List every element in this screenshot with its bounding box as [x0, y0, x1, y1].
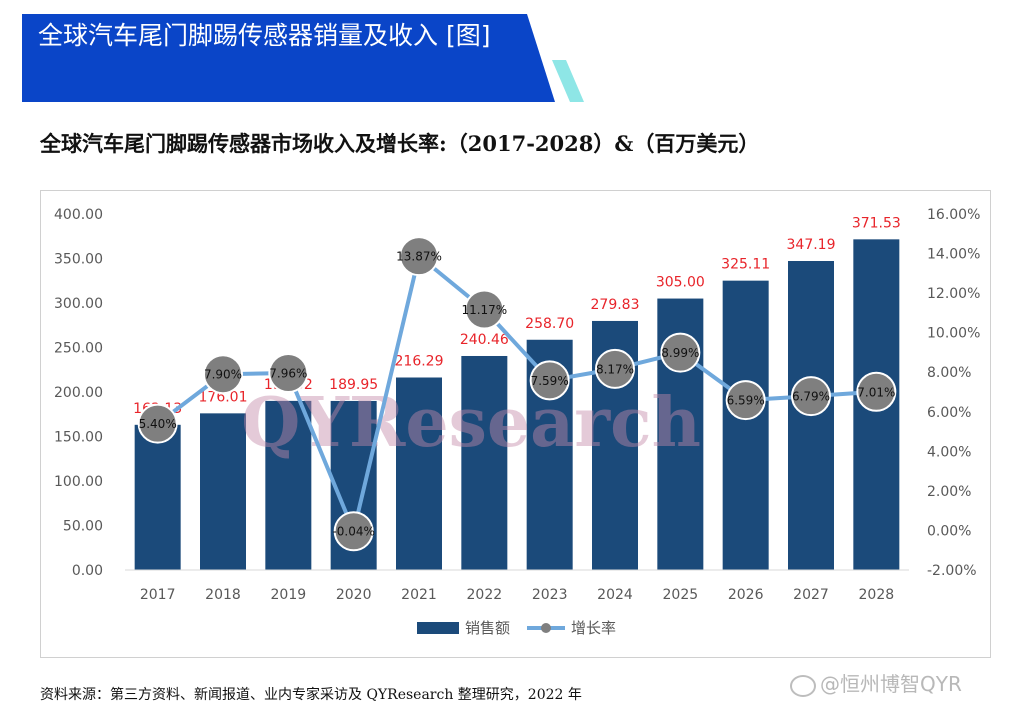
x-tick-label: 2021: [401, 587, 437, 603]
bar-2022: [461, 355, 508, 570]
growth-marker: [725, 380, 766, 421]
growth-marker: [529, 360, 570, 401]
header-banner: [22, 14, 584, 102]
growth-marker: [333, 511, 374, 552]
corner-watermark: @恒州博智QYR: [790, 668, 962, 697]
bar-value-label: 305.00: [656, 275, 705, 291]
x-tick-label: 2019: [271, 587, 307, 603]
y-left-tick-label: 350.00: [54, 252, 103, 268]
x-tick-label: 2023: [532, 587, 568, 603]
y-left-tick-label: 400.00: [54, 207, 103, 223]
y-right-tick-label: 8.00%: [927, 365, 971, 381]
legend-bar-label: 销售额: [465, 619, 510, 637]
chart-title: 全球汽车尾门脚踢传感器市场收入及增长率:（2017-2028）&（百万美元）: [40, 131, 760, 156]
y-right-tick-label: 14.00%: [927, 247, 980, 263]
growth-value-label: 7.90%: [204, 368, 242, 382]
growth-marker: [399, 236, 439, 277]
bar-2021: [396, 377, 442, 570]
bar-2017: [134, 424, 181, 570]
corner-watermark-text: @恒州博智QYR: [820, 672, 962, 696]
x-tick-label: 2022: [467, 587, 503, 603]
chart-watermark: QYResearch: [241, 383, 701, 463]
bar-value-label: 240.46: [460, 332, 509, 348]
y-right-tick-label: 12.00%: [927, 286, 980, 302]
wechat-icon: [790, 674, 816, 697]
x-tick-label: 2020: [336, 587, 372, 603]
y-left-tick-label: 300.00: [54, 296, 103, 312]
y-left-tick-label: 200.00: [54, 385, 103, 401]
growth-value-label: 13.87%: [396, 250, 442, 264]
x-tick-label: 2026: [728, 587, 764, 603]
y-left-tick-label: 150.00: [54, 430, 103, 446]
x-tick-label: 2028: [859, 587, 895, 603]
growth-marker: [464, 289, 505, 330]
growth-marker: [660, 332, 701, 373]
growth-marker: [268, 353, 309, 394]
source-note: 资料来源：第三方资料、新闻报道、业内专家采访及 QYResearch 整理研究，…: [40, 687, 582, 703]
chart-frame: 0.00 50.00 100.00 150.00 200.00 250.00 300.00 3…: [40, 190, 991, 658]
growth-marker: [856, 371, 897, 412]
x-tick-label: 2024: [597, 587, 633, 603]
banner-title: 全球汽车尾门脚踢传感器销量及收入 [图]: [38, 21, 491, 50]
legend-bar-swatch: [417, 622, 459, 634]
growth-marker: [137, 403, 178, 444]
growth-value-label: 8.17%: [596, 362, 634, 376]
y-left-tick-label: 0.00: [72, 563, 103, 579]
bar-2026: [722, 280, 769, 570]
y-right-tick-label: 16.00%: [927, 207, 980, 223]
banner-accent-stripe: [552, 60, 584, 102]
x-tick-label: 2027: [793, 587, 829, 603]
growth-marker: [595, 348, 635, 389]
bar-value-label: 279.83: [591, 297, 640, 313]
growth-value-label: 6.79%: [792, 390, 830, 404]
bar-value-label: 216.29: [395, 354, 444, 370]
growth-value-label: 7.96%: [269, 367, 307, 381]
growth-marker: [791, 376, 831, 417]
y-right-tick-label: 0.00%: [927, 523, 971, 539]
bar-value-label: 371.53: [852, 215, 901, 231]
y-left-tick-label: 50.00: [63, 519, 103, 535]
legend-line-label: 增长率: [571, 619, 616, 637]
y-left-tick-label: 250.00: [54, 341, 103, 357]
growth-value-label: 6.59%: [727, 394, 765, 408]
banner-background: [22, 14, 555, 102]
bar-value-label: 189.95: [329, 377, 378, 393]
y-right-tick-label: 2.00%: [927, 484, 971, 500]
legend-line-marker: [541, 623, 551, 633]
bar-value-label: 258.70: [525, 316, 574, 332]
growth-value-label: 7.01%: [857, 385, 895, 399]
growth-marker: [203, 354, 243, 395]
chart-svg: 0.00 50.00 100.00 150.00 200.00 250.00 300.00 3…: [54, 207, 980, 637]
growth-value-label: 5.40%: [139, 417, 177, 431]
growth-value-label: 11.17%: [461, 303, 507, 317]
y-right-tick-label: 6.00%: [927, 405, 971, 421]
growth-value-label: -0.04%: [332, 525, 374, 539]
y-right-tick-label: 4.00%: [927, 444, 971, 460]
growth-value-label: 8.99%: [661, 346, 699, 360]
bar-2018: [200, 413, 246, 570]
bar-value-label: 176.01: [199, 389, 248, 405]
bar-2019: [265, 400, 312, 570]
x-tick-label: 2017: [140, 587, 176, 603]
y-left-tick-label: 100.00: [54, 474, 103, 490]
y-right-tick-label: -2.00%: [927, 563, 977, 579]
y-right-tick-label: 10.00%: [927, 326, 980, 342]
x-tick-label: 2018: [205, 587, 241, 603]
bar-value-label: 347.19: [787, 237, 836, 253]
x-tick-label: 2025: [663, 587, 699, 603]
growth-value-label: 7.59%: [531, 374, 569, 388]
bar-value-label: 325.11: [721, 257, 770, 273]
